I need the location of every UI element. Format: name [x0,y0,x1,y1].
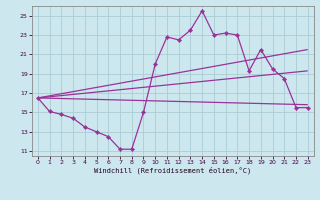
X-axis label: Windchill (Refroidissement éolien,°C): Windchill (Refroidissement éolien,°C) [94,167,252,174]
